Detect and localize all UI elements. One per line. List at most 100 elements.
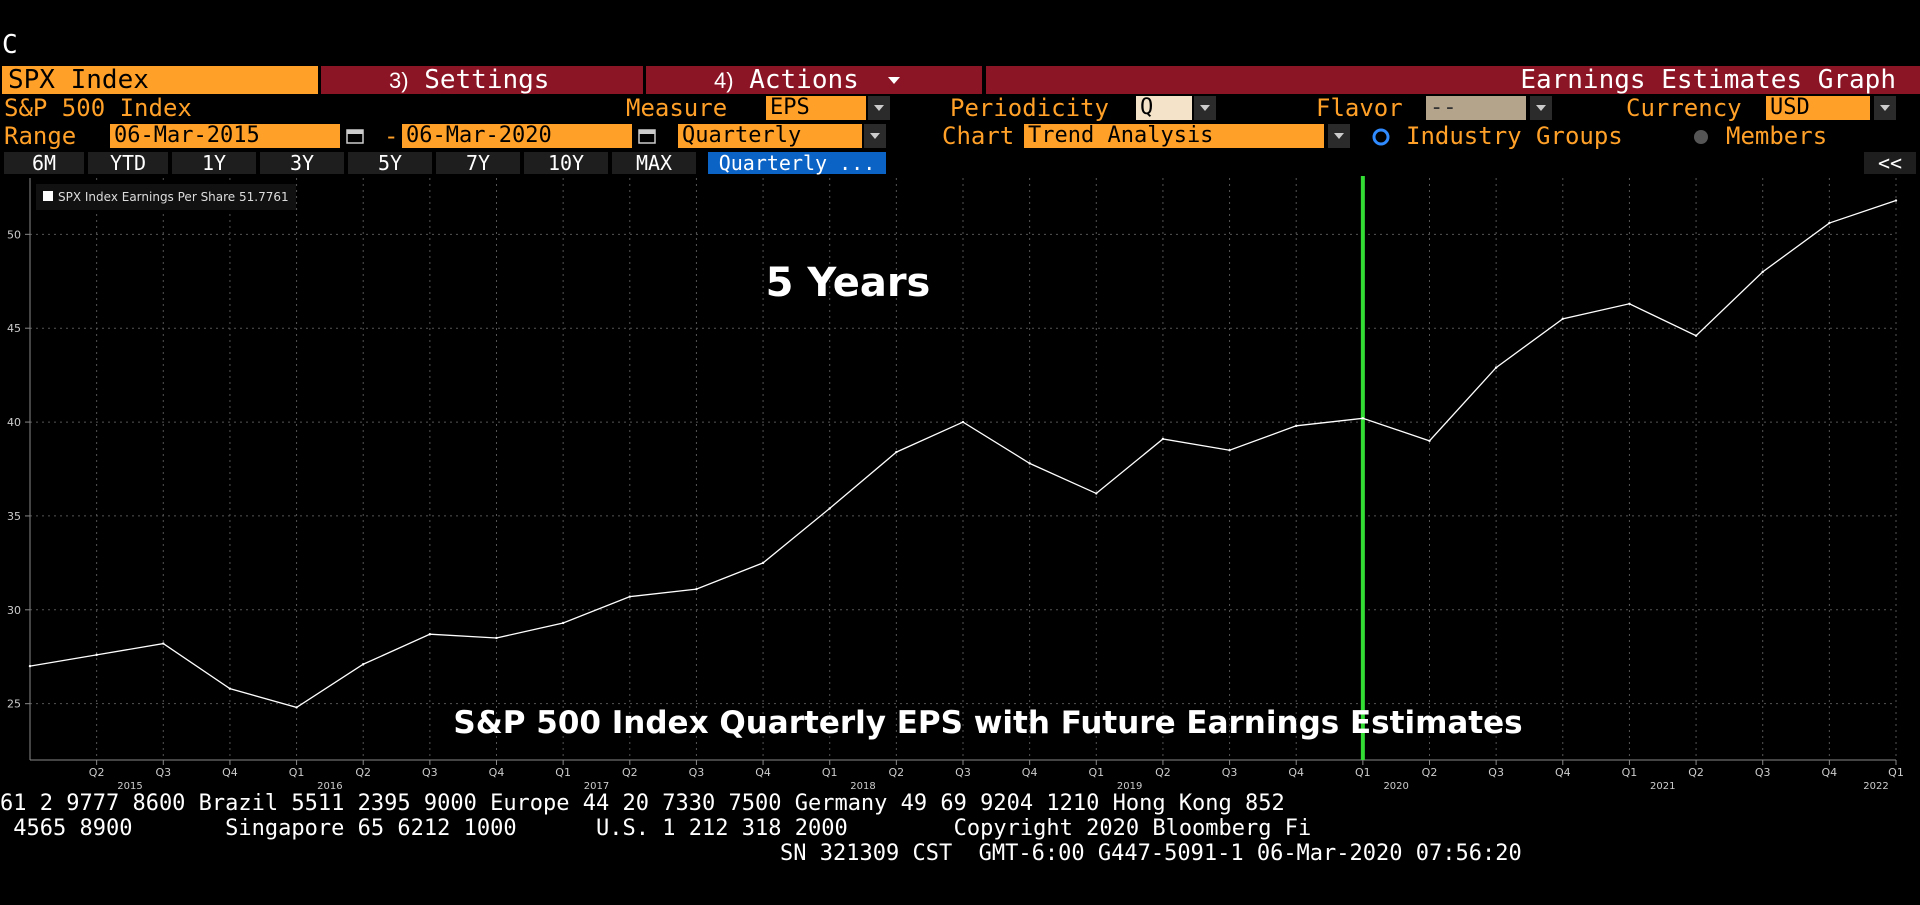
x-quarter-label: Q2 <box>1688 766 1704 779</box>
x-quarter-label: Q3 <box>155 766 171 779</box>
members-option[interactable]: Members <box>1726 122 1828 150</box>
eps-point <box>761 561 765 565</box>
range-button-max[interactable]: MAX <box>612 152 696 174</box>
periodicity-dropdown-icon[interactable] <box>1194 96 1216 120</box>
eps-point <box>1494 366 1498 369</box>
radio-icon[interactable] <box>1690 127 1712 147</box>
eps-point <box>828 507 831 510</box>
x-quarter-label: Q1 <box>1622 766 1638 779</box>
eps-point <box>1028 462 1031 465</box>
measure-field[interactable]: EPS <box>766 96 866 120</box>
x-quarter-label: Q1 <box>289 766 305 779</box>
calendar-icon[interactable] <box>344 126 366 146</box>
end-date-field[interactable]: 06-Mar-2020 <box>402 124 632 148</box>
eps-point <box>1095 492 1098 495</box>
actions-label: Actions <box>749 65 859 95</box>
eps-point <box>1561 317 1564 321</box>
currency-field[interactable]: USD <box>1766 96 1870 120</box>
annotation-5-years: 5 Years <box>766 260 931 306</box>
settings-number: 3) <box>389 68 409 93</box>
frequency-field[interactable]: Quarterly <box>678 124 862 148</box>
x-year-label: 2019 <box>1117 781 1142 792</box>
x-quarter-label: Q3 <box>422 766 438 779</box>
x-quarter-label: Q4 <box>1822 766 1838 779</box>
x-quarter-label: Q2 <box>622 766 638 779</box>
y-axis: 25 30 35 40 45 50 <box>7 178 31 760</box>
y-tick-label: 30 <box>7 604 21 617</box>
x-quarter-label: Q2 <box>89 766 105 779</box>
currency-label: Currency <box>1626 94 1742 122</box>
y-tick-label: 45 <box>7 322 21 335</box>
currency-dropdown-icon[interactable] <box>1874 96 1896 120</box>
eps-point <box>428 633 432 636</box>
range-dash: - <box>384 122 399 150</box>
chart-type-field[interactable]: Trend Analysis <box>1024 124 1324 148</box>
actions-number: 4) <box>714 68 734 93</box>
eps-point <box>1628 302 1631 305</box>
security-tab[interactable]: SPX Index <box>2 66 318 94</box>
x-quarter-label: Q2 <box>355 766 371 779</box>
x-quarter-label: Q1 <box>1888 766 1904 779</box>
eps-point <box>895 450 898 454</box>
settings-menu[interactable]: 3) Settings <box>321 66 643 94</box>
quarterly-button[interactable]: Quarterly ... <box>708 152 886 174</box>
range-button-ytd[interactable]: YTD <box>88 152 168 174</box>
eps-points <box>28 199 1898 709</box>
y-tick-label: 50 <box>7 228 21 241</box>
chart-label: Chart <box>942 122 1015 150</box>
flavor-label: Flavor <box>1316 94 1403 122</box>
range-button-3y[interactable]: 3Y <box>260 152 344 174</box>
range-button-5y[interactable]: 5Y <box>348 152 432 174</box>
footer-phones-line2: 4565 8900 Singapore 65 6212 1000 U.S. 1 … <box>0 816 1312 841</box>
eps-point <box>1295 424 1298 428</box>
legend-text: SPX Index Earnings Per Share 51.7761 <box>58 190 289 204</box>
range-button-7y[interactable]: 7Y <box>436 152 520 174</box>
measure-label: Measure <box>626 94 728 122</box>
eps-point <box>362 663 365 666</box>
measure-dropdown-icon[interactable] <box>868 96 890 120</box>
x-year-label: 2017 <box>584 781 609 792</box>
x-quarter-label: Q3 <box>1488 766 1504 779</box>
radio-icon[interactable] <box>1370 127 1392 147</box>
x-axis: Q2 Q3 Q4 Q1 Q2 Q3 Q4 Q1 Q2 Q3 Q4 Q1 Q2 Q3 Q4 Q1 Q2 Q3 Q4 Q1… <box>30 759 1904 792</box>
x-year-label: 2020 <box>1383 781 1408 792</box>
periodicity-field[interactable]: Q <box>1136 96 1192 120</box>
collapse-button[interactable]: << <box>1864 152 1916 174</box>
start-date-field[interactable]: 06-Mar-2015 <box>110 124 340 148</box>
eps-point <box>28 664 32 668</box>
security-name: S&P 500 Index <box>4 94 192 122</box>
x-quarter-label: Q1 <box>1355 766 1371 779</box>
range-button-10y[interactable]: 10Y <box>524 152 608 174</box>
x-quarter-label: Q2 <box>1155 766 1171 779</box>
y-tick-label: 25 <box>7 698 21 711</box>
eps-series-line <box>29 199 1897 709</box>
flavor-field[interactable]: -- <box>1426 96 1526 120</box>
x-quarter-label: Q3 <box>1755 766 1771 779</box>
eps-point <box>228 687 232 690</box>
x-year-label: 2018 <box>850 781 875 792</box>
calendar-icon[interactable] <box>636 126 658 146</box>
actions-menu[interactable]: 4) Actions <box>646 66 982 94</box>
eps-point <box>495 636 498 640</box>
settings-label: Settings <box>424 65 550 95</box>
x-quarter-label: Q1 <box>555 766 571 779</box>
flavor-dropdown-icon[interactable] <box>1530 96 1552 120</box>
x-year-label: 2022 <box>1863 781 1888 792</box>
eps-point <box>695 587 698 591</box>
frequency-dropdown-icon[interactable] <box>864 124 886 148</box>
eps-point <box>1828 221 1831 225</box>
x-quarter-label: Q1 <box>1088 766 1104 779</box>
chart-type-dropdown-icon[interactable] <box>1328 124 1350 148</box>
range-button-1y[interactable]: 1Y <box>172 152 256 174</box>
x-year-label: 2015 <box>117 781 142 792</box>
x-quarter-label: Q2 <box>1422 766 1438 779</box>
eps-point <box>1761 270 1764 274</box>
x-quarter-label: Q4 <box>755 766 771 779</box>
x-quarter-label: Q3 <box>955 766 971 779</box>
chevron-down-icon <box>888 77 901 84</box>
y-tick-label: 40 <box>7 416 21 429</box>
range-button-6m[interactable]: 6M <box>4 152 84 174</box>
x-quarter-label: Q4 <box>1022 766 1038 779</box>
industry-groups-option[interactable]: Industry Groups <box>1406 122 1623 150</box>
eps-point <box>95 653 98 657</box>
